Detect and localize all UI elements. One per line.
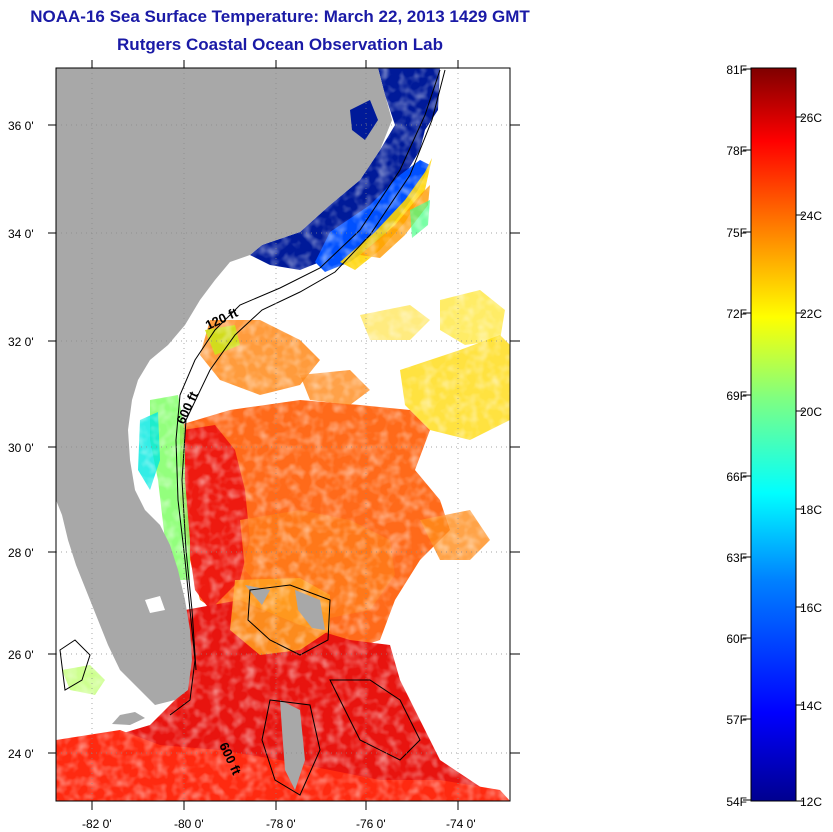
- map-title: NOAA-16 Sea Surface Temperature: March 2…: [30, 7, 530, 26]
- bahamas-island: [295, 590, 325, 630]
- lat-label: 28 0': [8, 546, 34, 560]
- lake-okeechobee: [145, 596, 165, 613]
- longitude-labels: -82 0' -80 0' -78 0' -76 0' -74 0': [82, 817, 476, 831]
- map-ticks: [48, 60, 520, 810]
- colorbar-f-label: 72F: [726, 307, 747, 321]
- colorbar-c-label: 24C: [800, 209, 822, 223]
- colorbar-f-label: 78F: [726, 144, 747, 158]
- bahamas-island: [280, 700, 305, 790]
- colorbar-f-label: 60F: [726, 632, 747, 646]
- lat-label: 26 0': [8, 648, 34, 662]
- pamlico-sound: [350, 100, 378, 140]
- colorbar-gradient: [750, 67, 797, 802]
- lon-label: -76 0': [356, 817, 386, 831]
- lat-label: 30 0': [8, 441, 34, 455]
- colorbar-f-label: 66F: [726, 470, 747, 484]
- lon-label: -80 0': [174, 817, 204, 831]
- lon-label: -82 0': [82, 817, 112, 831]
- colorbar-f-label: 54F: [726, 795, 747, 809]
- colorbar-f-label: 75F: [726, 226, 747, 240]
- latitude-labels: 36 0' 34 0' 32 0' 30 0' 28 0' 26 0' 24 0…: [8, 119, 34, 761]
- graticule: [56, 68, 510, 801]
- colorbar-c-label: 22C: [800, 307, 822, 321]
- map-frame: [55, 67, 511, 802]
- lat-label: 32 0': [8, 335, 34, 349]
- lat-label: 24 0': [8, 747, 34, 761]
- colorbar-f-label: 69F: [726, 389, 747, 403]
- colorbar-c-label: 18C: [800, 503, 822, 517]
- isobath-contours: [59, 69, 446, 796]
- colorbar-f-label: 57F: [726, 713, 747, 727]
- colorbar-c-label: 12C: [800, 795, 822, 809]
- map-panel: [56, 68, 510, 801]
- map-subtitle: Rutgers Coastal Ocean Observation Lab: [117, 35, 443, 54]
- lat-label: 36 0': [8, 119, 34, 133]
- lon-label: -74 0': [446, 817, 476, 831]
- lat-label: 34 0': [8, 227, 34, 241]
- colorbar-c-label: 14C: [800, 699, 822, 713]
- colorbar-f-label: 63F: [726, 551, 747, 565]
- colorbar: 81F 78F 75F 72F 69F 66F 63F 60F 57F 54F …: [726, 63, 822, 809]
- us-mainland-land: [56, 68, 392, 705]
- florida-keys: [112, 712, 145, 725]
- colorbar-c-label: 20C: [800, 405, 822, 419]
- lon-label: -78 0': [266, 817, 296, 831]
- colorbar-f-label: 81F: [726, 63, 747, 77]
- colorbar-c-label: 26C: [800, 111, 822, 125]
- colorbar-c-label: 16C: [800, 601, 822, 615]
